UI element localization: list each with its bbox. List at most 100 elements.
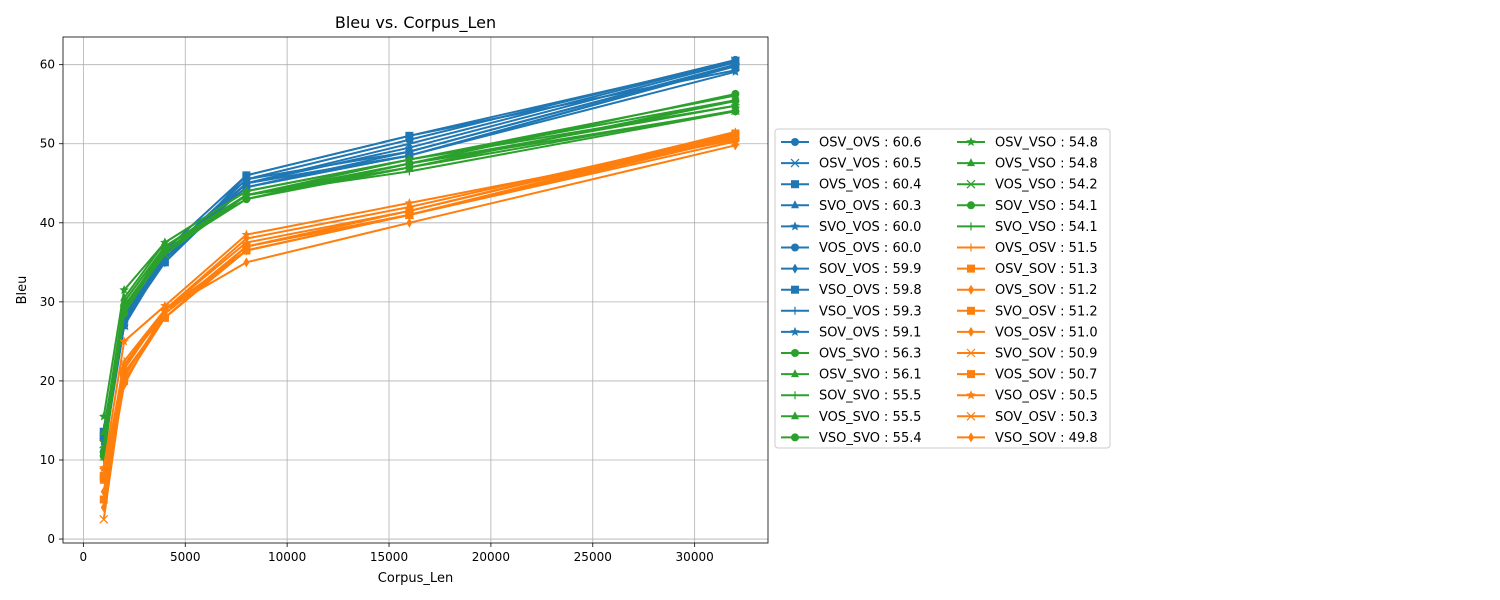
data-point [730,66,741,76]
legend-entry: OVS_VOS : 60.4 [781,178,921,193]
data-point [405,159,414,168]
legend-label: OVS_VSO : 54.8 [995,157,1098,172]
legend-marker [791,306,799,315]
legend-entry: OSV_SVO : 56.1 [781,368,922,383]
legend-label: OVS_VOS : 60.4 [819,178,921,193]
legend-entry: SOV_OSV : 50.3 [957,410,1098,425]
legend-marker [790,221,800,231]
legend-label: VSO_SVO : 55.4 [819,431,922,446]
legend-entry: OSV_SOV : 51.3 [957,262,1098,277]
legend-label: OVS_SVO : 56.3 [819,347,921,362]
legend-label: VOS_VSO : 54.2 [995,178,1098,193]
y-tick-label: 40 [40,216,55,230]
y-tick-label: 30 [40,295,55,309]
legend-entry: SVO_OVS : 60.3 [781,199,921,214]
series-SVO_VSO [99,107,740,457]
legend-box [774,128,1111,449]
data-point [160,253,170,263]
legend-marker [790,326,800,336]
legend-label: VSO_OSV : 50.5 [995,389,1098,404]
data-point [242,246,251,255]
series-layer [99,55,741,524]
data-point [405,131,414,140]
x-tick-label: 15000 [370,550,408,564]
legend-entry: VOS_SVO : 55.5 [781,410,921,425]
legend-entry: OVS_OSV : 51.5 [957,241,1098,256]
y-tick-label: 0 [47,532,55,546]
legend-entry: OSV_VSO : 54.8 [957,136,1098,151]
x-tick-label: 20000 [472,550,510,564]
legend-marker [791,285,799,294]
legend-marker [791,369,799,378]
data-point [406,217,413,228]
x-tick-label: 10000 [268,550,306,564]
x-tick-label: 0 [80,550,88,564]
legend-marker [791,180,799,189]
series-SOV_OSV [99,136,740,477]
y-axis-label: Bleu [15,276,30,305]
data-point [242,171,251,180]
legend-entry: SOV_SVO : 55.5 [781,389,921,404]
legend-marker [966,179,976,189]
legend-label: SOV_OSV : 50.3 [995,410,1098,425]
data-point [160,242,169,251]
data-point [241,242,251,251]
legend-label: OVS_OSV : 51.5 [995,241,1098,256]
legend-label: VOS_SVO : 55.5 [819,410,921,425]
legend-marker [791,433,799,442]
data-point [161,304,168,315]
data-point [241,178,252,188]
data-point [241,229,252,239]
legend-marker [791,138,799,146]
legend-entry: SOV_VSO : 54.1 [957,199,1098,214]
legend-label: OSV_SVO : 56.1 [819,368,922,383]
series-line [102,104,736,417]
legend-marker [967,306,975,315]
legend-marker [968,432,974,443]
x-tick-label: 25000 [574,550,612,564]
legend-label: OSV_VSO : 54.8 [995,136,1098,151]
legend-marker [967,201,975,210]
legend-entry: VOS_OSV : 51.0 [957,325,1098,340]
data-point [119,336,129,346]
legend-entry: VOS_VSO : 54.2 [957,178,1098,193]
legend-label: SOV_VOS : 59.9 [819,262,921,277]
legend-entry: SVO_VOS : 60.0 [781,220,921,235]
legend-entry: OSV_VOS : 60.5 [781,157,922,172]
series-VSO_SOV [100,140,739,505]
legend-label: OSV_SOV : 51.3 [995,262,1098,277]
data-point [731,107,740,116]
legend-marker [791,200,799,209]
legend-label: VOS_OVS : 60.0 [819,241,921,256]
legend-entry: OSV_OVS : 60.6 [781,136,922,151]
legend-entry: VOS_SOV : 50.7 [957,368,1097,383]
legend-label: VSO_VOS : 59.3 [819,304,922,319]
legend-marker [790,158,800,168]
legend-marker [791,349,799,357]
legend-label: SVO_OSV : 51.2 [995,304,1098,319]
data-point [99,475,108,484]
data-point [242,191,251,200]
legend-entry: VSO_SVO : 55.4 [781,431,922,446]
y-tick-label: 10 [40,453,55,467]
y-tick-label: 20 [40,374,55,388]
legend-label: SOV_VSO : 54.1 [995,199,1098,214]
legend-marker [791,243,799,252]
legend-marker [967,264,975,273]
data-point [100,494,107,505]
plot-frame [62,36,769,544]
legend-entry: OVS_VSO : 54.8 [957,157,1098,172]
legend-label: SVO_VSO : 54.1 [995,220,1098,235]
legend-marker [792,263,798,274]
chart-title: Bleu vs. Corpus_Len [335,13,496,33]
legend-marker [966,137,976,147]
legend-entry: VSO_VOS : 59.3 [781,304,922,319]
data-point [160,313,169,322]
data-point [404,210,414,220]
legend-label: VSO_SOV : 49.8 [995,431,1098,446]
y-tick-label: 50 [40,137,55,151]
data-point [404,198,415,208]
legend-marker [967,370,975,379]
legend-label: OVS_SOV : 51.2 [995,283,1097,298]
legend-label: SVO_SOV : 50.9 [995,347,1097,362]
